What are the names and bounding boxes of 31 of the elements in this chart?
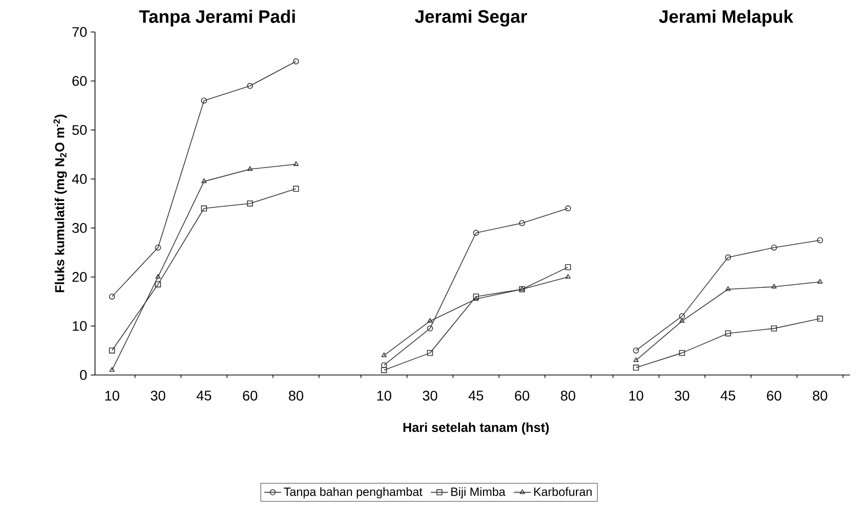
x-tick-label: 80 <box>560 390 576 401</box>
y-tick-label: 30 <box>72 223 87 233</box>
x-tick-label: 30 <box>674 390 690 401</box>
x-tick-label: 45 <box>720 390 736 400</box>
x-tick-label: 60 <box>514 390 530 401</box>
x-tick-label: 60 <box>766 390 782 401</box>
x-tick-label: 10 <box>105 390 120 401</box>
legend-label: Tanpa bahan penghambat <box>284 487 422 498</box>
x-tick-label: 10 <box>629 390 644 401</box>
y-tick-label: 60 <box>72 76 87 86</box>
y-axis-title: Fluks kumulatif (mg N$_{2}$O m$^{-2}$) <box>53 114 67 292</box>
x-tick-label: 30 <box>422 390 438 401</box>
x-tick-label: 30 <box>150 390 166 401</box>
legend-label: Biji Mimba <box>451 487 506 498</box>
y-tick-label: 70 <box>72 27 87 37</box>
y-tick-label: 0 <box>80 370 87 380</box>
x-tick-label: 45 <box>196 390 212 400</box>
x-tick-label: 80 <box>288 390 304 401</box>
chart-title: Jerami Segar <box>414 10 528 26</box>
x-tick-label: 80 <box>812 390 828 401</box>
y-tick-label: 40 <box>72 174 87 184</box>
chart-title: Tanpa Jerami Padi <box>139 10 295 26</box>
legend-label: Karbofuran <box>534 487 592 496</box>
x-tick-label: 10 <box>377 390 392 401</box>
x-tick-label: 45 <box>468 390 484 400</box>
x-axis-title: Hari setelah tanam (hst) <box>403 422 549 435</box>
y-tick-label: 10 <box>72 321 87 331</box>
y-tick-label: 20 <box>72 272 87 282</box>
y-tick-label: 50 <box>72 125 87 135</box>
chart-title: Jerami Melapuk <box>659 10 794 26</box>
x-tick-label: 60 <box>242 390 258 401</box>
